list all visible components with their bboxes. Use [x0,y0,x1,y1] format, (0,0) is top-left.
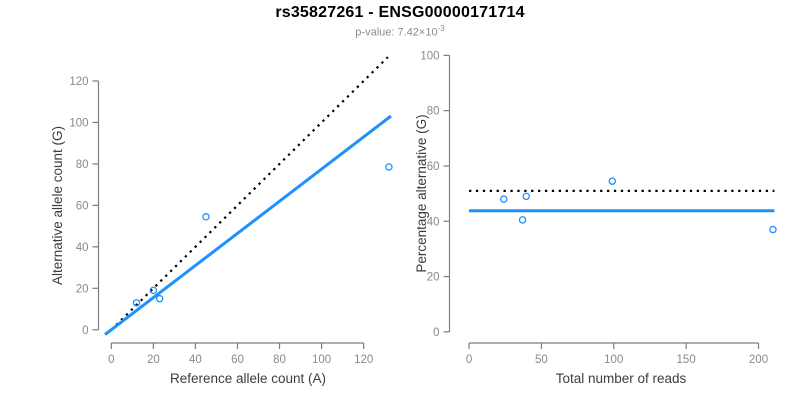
data-point [385,163,393,171]
data-point [155,294,164,303]
identity-dotted-line [110,56,389,331]
figure-title: rs35827261 - ENSG00000171714 [275,4,525,21]
data-point [149,286,158,295]
x-axis-title: Total number of reads [556,371,687,386]
y-tick-label: 100 [420,50,439,62]
y-axis-title: Alternative allele count (G) [50,126,65,285]
y-tick-label: 120 [69,76,88,88]
x-tick-label: 40 [189,354,202,366]
x-tick-label: 50 [535,354,548,366]
y-tick-label: 0 [82,325,88,337]
y-tick-label: 100 [69,117,88,129]
x-tick-label: 60 [231,354,244,366]
y-axis-title: Percentage alternative (G) [414,114,429,272]
data-point [500,195,508,203]
fitted-ratio-line [104,114,392,336]
y-tick-label: 80 [76,159,89,171]
x-tick-label: 120 [354,354,373,366]
x-tick-label: 0 [108,354,114,366]
right-scatter-plot: 0 50 100 150 200 0 20 40 60 80 100 Total number of … [414,50,777,386]
y-tick-label: 80 [427,106,440,118]
y-tick-label: 20 [76,283,89,295]
x-tick-label: 100 [312,354,331,366]
x-tick-label: 100 [604,354,623,366]
x-tick-label: 150 [677,354,696,366]
x-tick-label: 20 [147,354,160,366]
y-tick-label: 0 [433,327,439,339]
y-tick-label: 40 [76,242,89,254]
data-point [518,216,527,224]
x-tick-label: 200 [749,354,768,366]
data-point [608,177,617,185]
y-tick-label: 20 [427,272,440,284]
data-point [202,213,210,221]
x-axis-title: Reference allele count (A) [170,371,326,386]
y-tick-label: 40 [427,216,440,228]
left-scatter-plot: 0 20 40 60 80 100 120 0 20 40 60 80 100 120 Reference … [50,56,393,386]
data-point [769,225,777,234]
figure-subtitle: p-value: 7.42×10-3 [0,24,800,39]
x-tick-label: 80 [273,354,286,366]
y-tick-label: 60 [427,161,440,173]
data-point [132,299,141,307]
x-tick-label: 0 [466,354,472,366]
data-point [522,192,530,201]
pvalue-label: p-value: 7.42×10 [355,26,438,39]
y-tick-label: 60 [76,200,89,212]
pvalue-exponent: -3 [437,24,445,33]
